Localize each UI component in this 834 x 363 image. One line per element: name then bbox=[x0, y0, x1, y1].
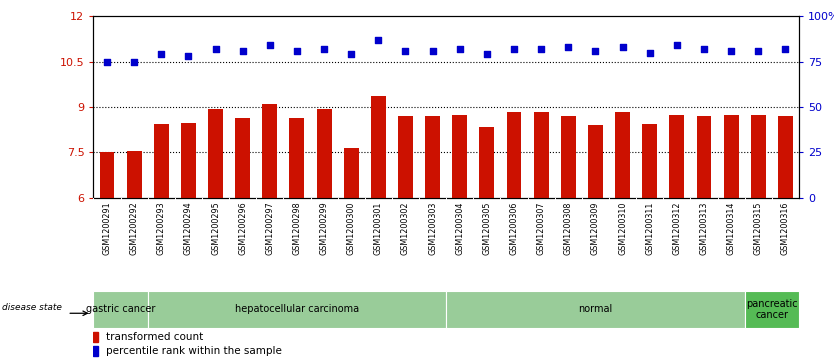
Text: GSM1200294: GSM1200294 bbox=[183, 201, 193, 255]
Bar bbox=[642, 124, 657, 198]
Point bbox=[779, 46, 792, 52]
Point bbox=[507, 46, 520, 52]
Bar bbox=[588, 125, 603, 198]
Bar bbox=[99, 152, 114, 198]
Point bbox=[208, 46, 222, 52]
Bar bbox=[506, 112, 521, 198]
Bar bbox=[235, 118, 250, 198]
Bar bbox=[446, 291, 745, 328]
Text: gastric cancer: gastric cancer bbox=[86, 305, 155, 314]
Bar bbox=[778, 116, 793, 198]
Point bbox=[561, 44, 575, 50]
Point bbox=[399, 48, 412, 54]
Point bbox=[426, 48, 440, 54]
Point bbox=[589, 48, 602, 54]
Point bbox=[236, 48, 249, 54]
Bar bbox=[452, 115, 467, 198]
Text: GSM1200298: GSM1200298 bbox=[293, 201, 301, 255]
Bar bbox=[263, 104, 277, 198]
Bar bbox=[724, 115, 739, 198]
Point bbox=[290, 48, 304, 54]
Point bbox=[318, 46, 331, 52]
Bar bbox=[93, 291, 148, 328]
Text: GSM1200297: GSM1200297 bbox=[265, 201, 274, 255]
Point bbox=[100, 59, 113, 65]
Point bbox=[263, 42, 276, 48]
Point bbox=[453, 46, 466, 52]
Bar bbox=[425, 116, 440, 198]
Bar bbox=[745, 291, 799, 328]
Text: GSM1200292: GSM1200292 bbox=[129, 201, 138, 255]
Text: GSM1200313: GSM1200313 bbox=[700, 201, 709, 255]
Point bbox=[535, 46, 548, 52]
Text: GSM1200312: GSM1200312 bbox=[672, 201, 681, 255]
Text: GSM1200293: GSM1200293 bbox=[157, 201, 166, 255]
Bar bbox=[208, 109, 223, 198]
Point bbox=[725, 48, 738, 54]
Text: GSM1200311: GSM1200311 bbox=[646, 201, 654, 255]
Text: GSM1200300: GSM1200300 bbox=[347, 201, 356, 255]
Point bbox=[615, 44, 629, 50]
Text: GSM1200308: GSM1200308 bbox=[564, 201, 573, 255]
Text: GSM1200309: GSM1200309 bbox=[591, 201, 600, 255]
Bar bbox=[480, 127, 495, 198]
Bar bbox=[93, 346, 98, 356]
Point bbox=[697, 46, 711, 52]
Text: GSM1200310: GSM1200310 bbox=[618, 201, 627, 255]
Text: hepatocellular carcinoma: hepatocellular carcinoma bbox=[235, 305, 359, 314]
Bar bbox=[670, 115, 685, 198]
Point bbox=[671, 42, 684, 48]
Bar bbox=[534, 112, 549, 198]
Bar bbox=[181, 123, 196, 198]
Text: GSM1200301: GSM1200301 bbox=[374, 201, 383, 255]
Point bbox=[128, 59, 141, 65]
Point bbox=[372, 37, 385, 43]
Point bbox=[344, 52, 358, 57]
Bar bbox=[317, 109, 332, 198]
Text: GSM1200316: GSM1200316 bbox=[781, 201, 790, 255]
Text: normal: normal bbox=[578, 305, 612, 314]
Text: transformed count: transformed count bbox=[106, 332, 203, 342]
Bar bbox=[696, 116, 711, 198]
Text: GSM1200305: GSM1200305 bbox=[482, 201, 491, 255]
Text: GSM1200307: GSM1200307 bbox=[536, 201, 545, 255]
Bar bbox=[751, 115, 766, 198]
Text: GSM1200303: GSM1200303 bbox=[428, 201, 437, 255]
Text: disease state: disease state bbox=[2, 303, 62, 312]
Text: GSM1200314: GSM1200314 bbox=[726, 201, 736, 255]
Text: percentile rank within the sample: percentile rank within the sample bbox=[106, 346, 282, 356]
Bar bbox=[93, 332, 98, 342]
Bar bbox=[398, 116, 413, 198]
Point bbox=[182, 53, 195, 59]
Point bbox=[643, 50, 656, 56]
Text: GSM1200295: GSM1200295 bbox=[211, 201, 220, 255]
Text: GSM1200291: GSM1200291 bbox=[103, 201, 112, 255]
Point bbox=[154, 52, 168, 57]
Point bbox=[751, 48, 765, 54]
Bar bbox=[289, 118, 304, 198]
Text: GSM1200299: GSM1200299 bbox=[319, 201, 329, 255]
Bar bbox=[371, 97, 386, 198]
Text: pancreatic
cancer: pancreatic cancer bbox=[746, 299, 797, 320]
Bar bbox=[344, 148, 359, 198]
Text: GSM1200296: GSM1200296 bbox=[239, 201, 247, 255]
Bar bbox=[615, 112, 630, 198]
Bar bbox=[560, 116, 575, 198]
Point bbox=[480, 52, 494, 57]
Bar bbox=[127, 151, 142, 198]
Text: GSM1200315: GSM1200315 bbox=[754, 201, 763, 255]
Bar bbox=[153, 124, 168, 198]
Text: GSM1200302: GSM1200302 bbox=[401, 201, 410, 255]
Bar bbox=[148, 291, 446, 328]
Text: GSM1200304: GSM1200304 bbox=[455, 201, 465, 255]
Text: GSM1200306: GSM1200306 bbox=[510, 201, 519, 255]
